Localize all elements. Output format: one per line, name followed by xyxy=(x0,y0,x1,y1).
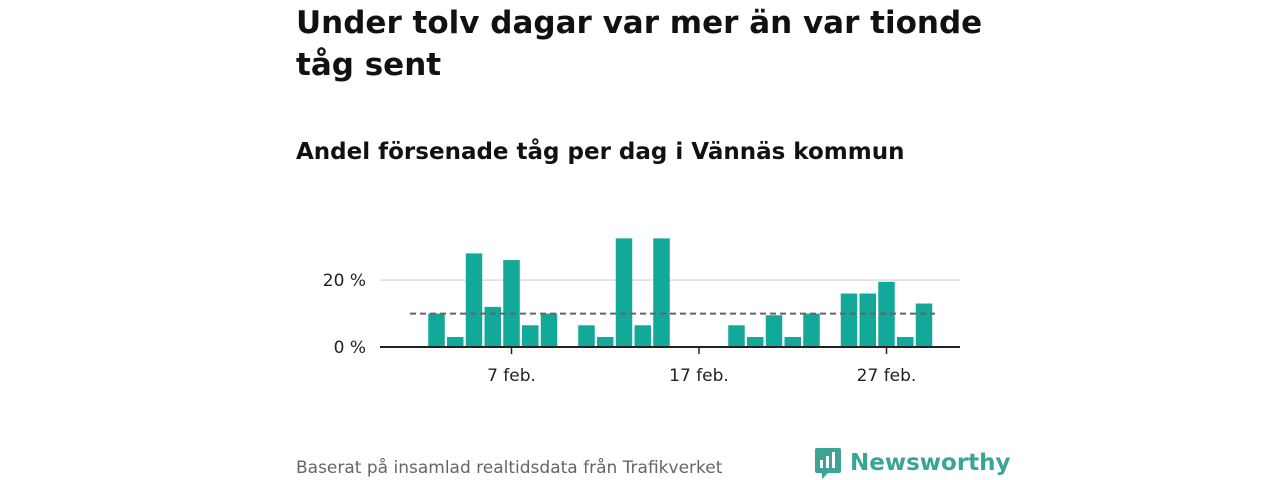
bar xyxy=(428,313,445,347)
y-tick-label: 0 % xyxy=(334,338,366,358)
bar xyxy=(522,325,539,347)
bar xyxy=(484,306,501,347)
x-tick-label: 27 feb. xyxy=(857,366,917,386)
bar xyxy=(747,336,764,347)
bar xyxy=(615,238,633,347)
x-tick-label: 17 feb. xyxy=(669,366,729,386)
x-tick-label: 7 feb. xyxy=(487,366,536,386)
axis-layer: 0 % 20 % 7 feb. 17 feb. 27 feb. xyxy=(323,271,960,386)
bar xyxy=(897,336,914,347)
brand-logo: Newsworthy xyxy=(814,446,1011,480)
bar xyxy=(878,281,895,347)
bar xyxy=(578,325,595,347)
chart-title: Under tolv dagar var mer än var tionde t… xyxy=(296,5,983,83)
chart-subtitle: Andel försenade tåg per dag i Vännäs kom… xyxy=(296,139,905,165)
bar xyxy=(465,253,483,347)
brand-name: Newsworthy xyxy=(850,450,1011,476)
bar xyxy=(728,325,745,347)
newsworthy-logo-icon xyxy=(815,448,841,479)
bar xyxy=(634,325,651,347)
bar xyxy=(653,238,670,347)
bar xyxy=(840,293,858,347)
y-tick-label: 20 % xyxy=(323,271,366,291)
bar xyxy=(859,293,876,347)
source-note: Baserat på insamlad realtidsdata från Tr… xyxy=(296,458,723,478)
bar xyxy=(447,336,464,347)
bars-layer xyxy=(428,238,933,347)
bar xyxy=(803,313,820,347)
bar xyxy=(784,336,801,347)
bar xyxy=(765,315,783,347)
bar xyxy=(597,336,614,347)
bar xyxy=(915,303,933,347)
bar xyxy=(540,313,558,347)
bar xyxy=(503,260,520,347)
